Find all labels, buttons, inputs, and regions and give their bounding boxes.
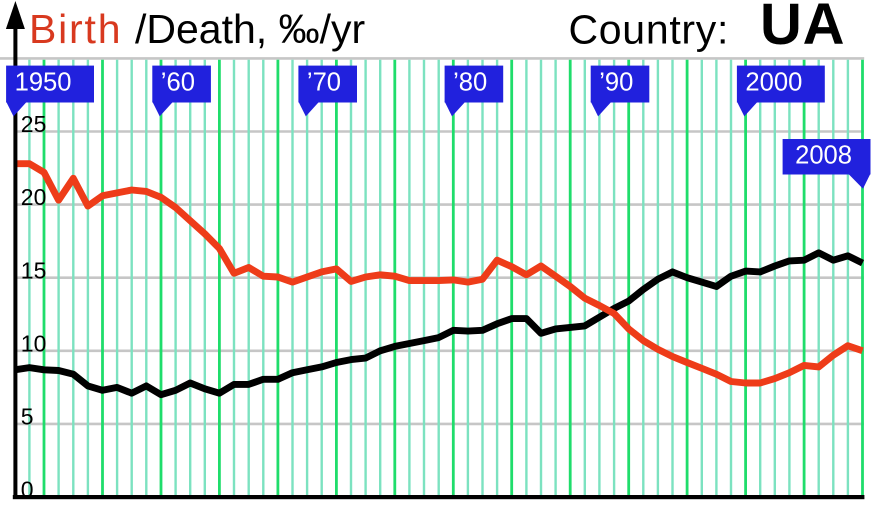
svg-text:’80: ’80 <box>453 68 487 96</box>
svg-text:’60: ’60 <box>161 68 195 96</box>
svg-text:’70: ’70 <box>307 68 341 96</box>
svg-text:20: 20 <box>21 184 47 210</box>
svg-text:25: 25 <box>21 111 47 137</box>
svg-text:UA: UA <box>760 0 845 57</box>
svg-text:10: 10 <box>21 330 47 356</box>
svg-text:2008: 2008 <box>795 141 852 169</box>
svg-text:15: 15 <box>21 257 47 283</box>
svg-text:Birth: Birth <box>29 6 122 52</box>
svg-text:’90: ’90 <box>599 68 633 96</box>
svg-text:/Death, ‰/yr: /Death, ‰/yr <box>135 6 365 52</box>
svg-text:1950: 1950 <box>15 68 72 96</box>
svg-text:5: 5 <box>21 404 34 430</box>
svg-text:2000: 2000 <box>745 68 802 96</box>
svg-text:Country:: Country: <box>569 7 730 53</box>
